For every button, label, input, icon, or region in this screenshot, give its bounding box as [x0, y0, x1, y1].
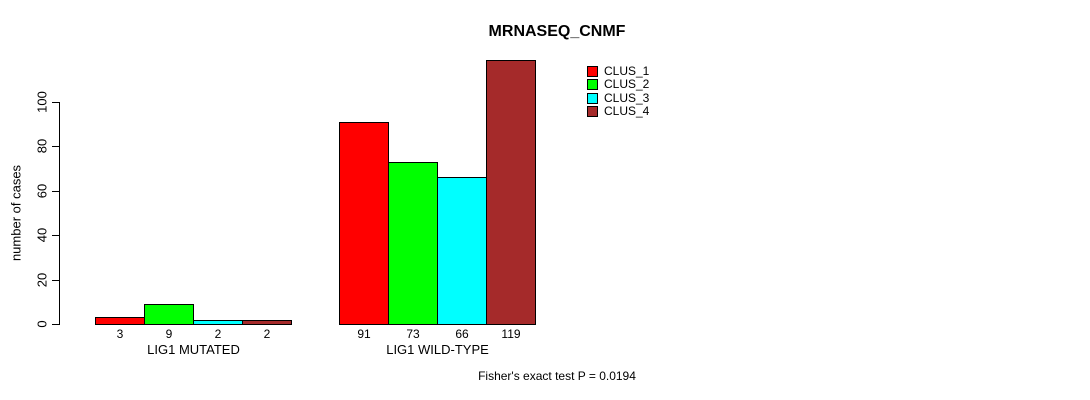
- y-axis-label: number of cases: [8, 164, 24, 262]
- bar-value-label: 73: [406, 327, 420, 341]
- legend-label: CLUS_3: [604, 90, 650, 105]
- bar-clus_4-mutated: [242, 319, 292, 325]
- bar-clus_4-wild-type: [486, 59, 536, 325]
- legend-swatch-clus_4: [587, 106, 598, 118]
- statistical-test-annotation: Fisher's exact test P = 0.0194: [478, 369, 636, 383]
- legend-swatch-clus_1: [587, 66, 598, 77]
- bar-value-label: 91: [357, 327, 371, 341]
- y-tick-label: 0: [34, 320, 50, 328]
- bar-value-label: 2: [263, 327, 271, 341]
- bar-value-label: 3: [116, 327, 124, 341]
- legend-swatch-clus_2: [587, 79, 598, 91]
- y-tick-label: 40: [34, 227, 50, 243]
- bar-clus_1-wild-type: [339, 121, 389, 325]
- bar-clus_2-mutated: [144, 304, 194, 325]
- y-tick-mark: [52, 235, 59, 237]
- y-tick-label: 80: [34, 139, 50, 154]
- chart-title: MRNASEQ_CNMF: [488, 23, 626, 40]
- legend-label: CLUS_2: [604, 77, 650, 92]
- bar-clus_3-wild-type: [437, 177, 487, 325]
- y-tick-label: 100: [34, 91, 50, 113]
- bar-value-label: 119: [501, 327, 521, 341]
- bar-value-label: 66: [455, 327, 469, 341]
- y-tick-mark: [52, 190, 59, 192]
- y-axis: [59, 102, 60, 325]
- bar-clus_1-mutated: [95, 317, 145, 325]
- bar-value-label: 9: [165, 327, 173, 341]
- y-tick-mark: [52, 102, 59, 103]
- legend-label: CLUS_1: [604, 64, 650, 78]
- x-axis-group-label: LIG1 WILD-TYPE: [386, 342, 489, 357]
- bar-clus_3-mutated: [193, 319, 243, 325]
- bar-clus_2-wild-type: [388, 161, 438, 325]
- y-tick-mark: [52, 324, 59, 325]
- x-axis-group-label: LIG1 MUTATED: [147, 342, 240, 357]
- y-tick-mark: [52, 279, 59, 281]
- bar-value-label: 2: [214, 327, 222, 341]
- legend-swatch-clus_3: [587, 92, 598, 104]
- y-tick-mark: [52, 146, 59, 148]
- legend-label: CLUS_4: [604, 104, 650, 119]
- y-tick-label: 60: [34, 183, 50, 199]
- y-tick-label: 20: [34, 272, 50, 287]
